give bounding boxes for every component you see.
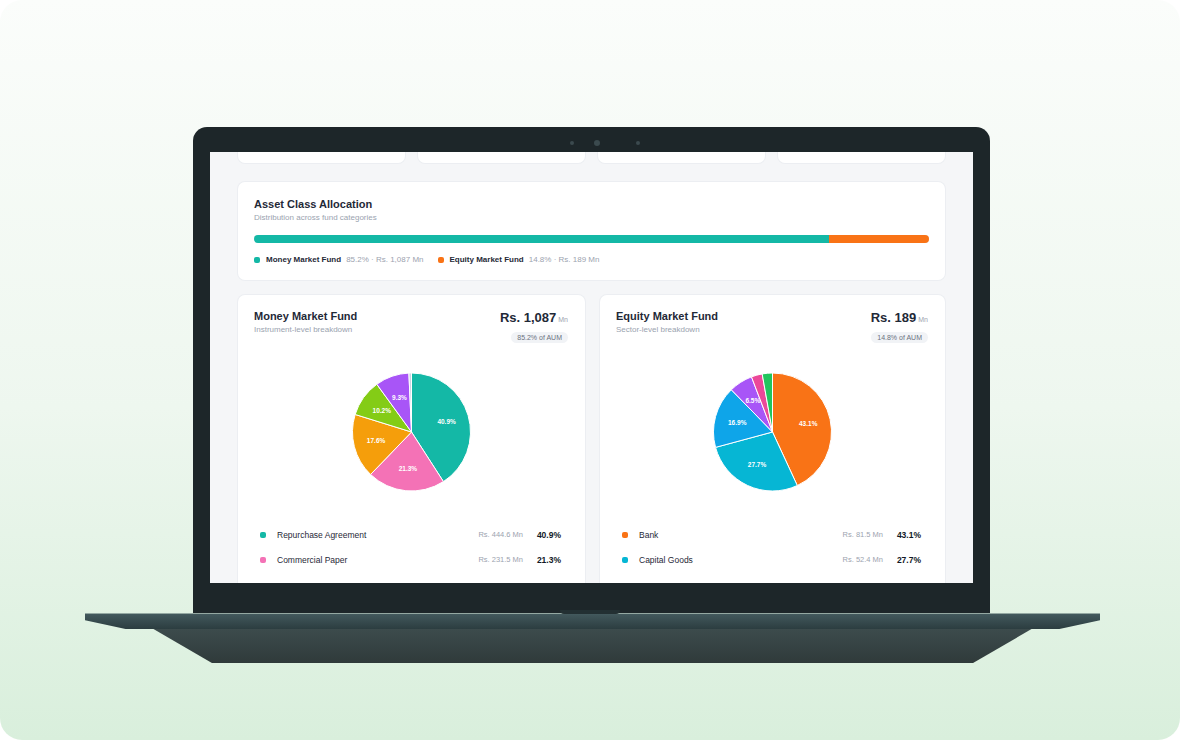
- slice-label: 10.2%: [373, 407, 392, 414]
- bar-segment: [829, 235, 929, 243]
- legend-swatch: [254, 257, 260, 263]
- card-subtitle: Instrument-level breakdown: [254, 325, 352, 334]
- amount-block: Rs. 1,087Mn 85.2% of AUM: [500, 308, 568, 344]
- aum-pill: 85.2% of AUM: [511, 332, 568, 343]
- slice-label: 16.9%: [728, 419, 747, 426]
- card-title: Money Market Fund: [254, 310, 357, 322]
- stat-card: [598, 152, 765, 163]
- legend-value: 14.8% · Rs. 189 Mn: [529, 255, 600, 264]
- pie-slice: [377, 373, 412, 432]
- slice-labels: 40.9% 21.3% 17.6% 10.2%9.3%: [367, 394, 456, 472]
- amount-line: Rs. 189Mn: [871, 308, 928, 326]
- legend-swatch: [622, 532, 628, 538]
- stat-card: [238, 152, 405, 163]
- legend-label: Capital Goods: [639, 555, 693, 565]
- pie-card: Money Market Fund Instrument-level breakd…: [238, 295, 585, 583]
- amount-block: Rs. 189Mn 14.8% of AUM: [871, 308, 928, 344]
- allocation-card: Asset Class Allocation Distribution acros…: [238, 182, 945, 280]
- pie-svg: 40.9% 21.3% 17.6% 10.2%9.3%: [238, 355, 585, 555]
- bar-segment: [254, 235, 829, 243]
- camera: [594, 140, 600, 146]
- legend-item: Money Market Fund 85.2% · Rs. 1,087 Mn: [254, 255, 424, 264]
- card-subtitle: Sector-level breakdown: [616, 325, 700, 334]
- slice-label: 43.1%: [799, 420, 818, 427]
- legend-value: 85.2% · Rs. 1,087 Mn: [346, 255, 423, 264]
- legend-swatch: [438, 257, 444, 263]
- legend: Money Market Fund 85.2% · Rs. 1,087 Mn Equ…: [254, 255, 613, 264]
- pie-svg: 43.1% 27.7% 16.9% 6.5%: [600, 355, 945, 555]
- aum-pill: 14.8% of AUM: [871, 332, 928, 343]
- legend-amount: Rs. 444.6 Mn: [478, 530, 523, 539]
- slice-label: 40.9%: [437, 418, 456, 425]
- laptop-underside: [150, 627, 1035, 663]
- amount-unit: Mn: [918, 316, 928, 323]
- laptop-notch: [560, 610, 620, 614]
- legend-swatch: [260, 532, 266, 538]
- legend-label: Repurchase Agreement: [277, 530, 366, 540]
- amount: Rs. 189: [871, 310, 917, 325]
- slice-label: 9.3%: [392, 394, 407, 401]
- card-title: Equity Market Fund: [616, 310, 718, 322]
- legend-swatch: [260, 557, 266, 563]
- pie-slice: [762, 373, 772, 432]
- legend-label: Bank: [639, 530, 658, 540]
- legend-swatch: [622, 557, 628, 563]
- slice-label: 6.5%: [745, 397, 760, 404]
- slice-label: 17.6%: [367, 437, 386, 444]
- legend-percent: 43.1%: [897, 530, 921, 540]
- slices: [714, 373, 832, 491]
- legend-label: Money Market Fund: [266, 255, 341, 264]
- amount-unit: Mn: [558, 316, 568, 323]
- legend-amount: Rs. 81.5 Mn: [843, 530, 883, 539]
- amount: Rs. 1,087: [500, 310, 556, 325]
- pie-card: Equity Market Fund Sector-level breakdown…: [600, 295, 945, 583]
- legend-amount: Rs. 231.5 Mn: [478, 555, 523, 564]
- slice-label: 27.7%: [748, 461, 767, 468]
- amount-line: Rs. 1,087Mn: [500, 308, 568, 326]
- camera-dot: [570, 141, 574, 145]
- legend-label: Equity Market Fund: [450, 255, 524, 264]
- pie-slice: [409, 373, 412, 432]
- card-subtitle: Distribution across fund categories: [254, 213, 377, 222]
- card-title: Asset Class Allocation: [254, 198, 372, 210]
- bar-track: [254, 235, 929, 243]
- camera-dot: [636, 141, 640, 145]
- legend-percent: 40.9%: [537, 530, 561, 540]
- slice-label: 21.3%: [399, 465, 418, 472]
- legend-label: Commercial Paper: [277, 555, 347, 565]
- legend-percent: 27.7%: [897, 555, 921, 565]
- legend-percent: 21.3%: [537, 555, 561, 565]
- legend-item: Equity Market Fund 14.8% · Rs. 189 Mn: [438, 255, 600, 264]
- slices: [353, 373, 471, 491]
- legend-amount: Rs. 52.4 Mn: [843, 555, 883, 564]
- stat-card: [778, 152, 945, 163]
- slice-labels: 43.1% 27.7% 16.9% 6.5%: [728, 397, 818, 468]
- stat-card: [418, 152, 585, 163]
- screen: Asset Class Allocation Distribution acros…: [210, 152, 973, 583]
